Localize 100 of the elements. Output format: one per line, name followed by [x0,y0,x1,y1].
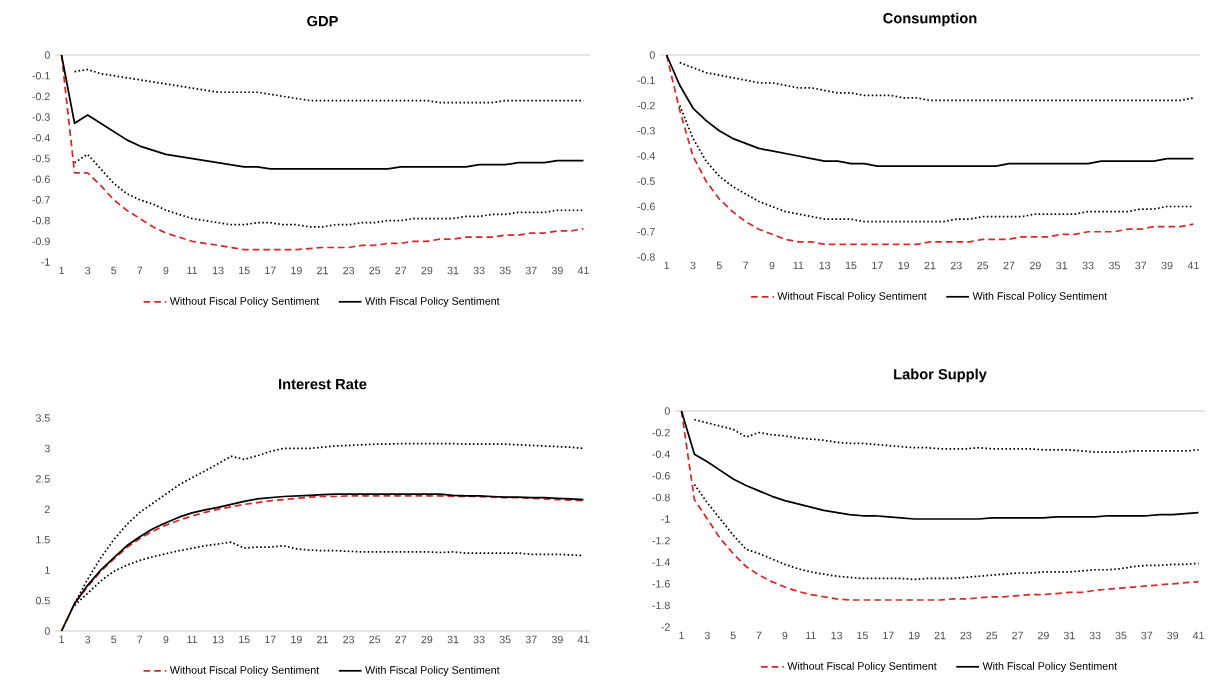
legend-label: With Fiscal Policy Sentiment [365,665,500,676]
y-tick-label: -0.1 [637,76,655,85]
x-tick-label: 27 [1003,261,1015,270]
x-tick-label: 29 [1038,631,1049,640]
legend-label: With Fiscal Policy Sentiment [982,661,1118,672]
y-tick-label: 3 [44,444,50,453]
x-tick-label: 15 [845,261,857,270]
x-tick-label: 35 [499,635,511,644]
y-tick-label: -1 [661,515,670,523]
y-tick-label: 3.5 [35,414,50,422]
x-tick-label: 15 [857,631,868,640]
x-tick-label: 23 [960,631,972,640]
x-tick-label: 21 [934,631,946,640]
y-tick-label: -0.6 [32,175,50,183]
x-tick-label: 35 [1115,631,1127,640]
y-tick-label: 0 [44,51,50,59]
x-tick-label: 9 [163,266,169,275]
y-tick-label: -0.4 [32,134,50,142]
x-tick-label: 29 [1029,261,1041,270]
x-tick-label: 5 [716,261,722,270]
x-tick-label: 9 [782,631,788,640]
x-tick-label: 3 [690,261,696,270]
y-tick-label: -2 [661,623,670,631]
y-tick-label: 0 [649,51,655,59]
x-tick-label: 41 [577,266,589,275]
y-tick-label: -0.5 [32,154,50,163]
x-tick-label: 11 [187,635,198,644]
x-tick-label: 33 [473,266,485,275]
chart-title: Interest Rate [279,379,367,390]
x-tick-label: 7 [137,635,143,644]
chart-title: Consumption [883,12,977,27]
y-tick-label: 1.5 [36,535,50,544]
x-tick-label: 39 [1161,261,1173,270]
y-tick-label: 2 [44,505,50,514]
x-tick-label: 13 [819,261,831,270]
x-tick-label: 23 [950,261,962,270]
x-tick-label: 1 [59,266,64,275]
x-tick-label: 25 [977,261,989,270]
x-tick-label: 27 [1012,631,1023,640]
y-tick-label: -0.3 [32,113,50,121]
x-tick-label: 39 [551,266,563,275]
x-tick-label: 39 [1167,631,1179,640]
x-tick-label: 3 [85,266,91,275]
x-tick-label: 19 [291,635,302,644]
x-tick-label: 11 [806,631,816,640]
x-tick-label: 31 [447,635,459,644]
x-tick-label: 23 [343,635,355,644]
x-tick-label: 7 [137,266,143,275]
legend-label: With Fiscal Policy Sentiment [365,296,500,307]
y-tick-label: -1 [41,258,50,266]
y-tick-label: 0 [44,627,50,635]
x-tick-label: 17 [883,631,894,640]
x-tick-label: 13 [831,631,843,640]
x-tick-label: 35 [499,266,511,275]
chart-title: GDP [307,15,338,27]
y-tick-label: -0.8 [32,216,50,225]
x-tick-label: 39 [551,635,563,644]
chart-title: Labor Supply [894,368,987,383]
y-tick-label: -0.4 [652,450,670,458]
y-tick-label: 2.5 [36,475,50,483]
y-tick-label: -0.5 [637,177,655,186]
x-tick-label: 33 [1082,261,1094,270]
x-tick-label: 9 [163,635,169,644]
x-tick-label: 9 [769,261,775,270]
x-tick-label: 41 [577,635,589,644]
x-tick-label: 25 [369,266,381,275]
y-tick-label: -0.3 [637,126,655,135]
y-tick-label: -0.1 [32,71,50,80]
y-tick-label: -0.2 [32,92,50,101]
x-tick-label: 31 [1056,261,1068,270]
y-tick-label: 0.5 [35,596,50,605]
x-tick-label: 5 [111,266,117,275]
x-tick-label: 1 [679,631,684,640]
y-tick-label: -1.4 [652,558,670,566]
x-tick-label: 7 [743,261,749,270]
y-tick-label: -1.2 [652,536,670,545]
x-tick-label: 13 [213,266,224,275]
x-tick-label: 31 [447,266,459,275]
x-tick-label: 27 [395,266,407,275]
x-tick-label: 21 [924,261,936,270]
x-tick-label: 33 [1089,631,1101,640]
x-tick-label: 35 [1108,261,1120,270]
x-tick-label: 1 [59,635,64,644]
y-tick-label: 1 [45,566,50,574]
x-tick-label: 25 [986,631,998,640]
y-tick-label: -0.2 [637,101,655,110]
x-tick-label: 37 [1141,631,1153,640]
x-tick-label: 19 [291,266,302,275]
y-tick-label: -0.6 [652,472,670,480]
x-tick-label: 21 [317,266,328,275]
y-tick-label: -1.6 [652,580,670,588]
y-tick-label: 0 [664,407,670,415]
x-tick-label: 27 [395,635,407,644]
x-tick-label: 7 [756,631,762,640]
y-tick-label: -1.8 [652,601,670,610]
x-tick-label: 3 [704,631,710,640]
x-tick-label: 11 [793,261,804,270]
y-tick-label: -0.8 [652,493,670,502]
x-tick-label: 33 [473,635,485,644]
y-tick-label: -0.6 [637,202,655,211]
